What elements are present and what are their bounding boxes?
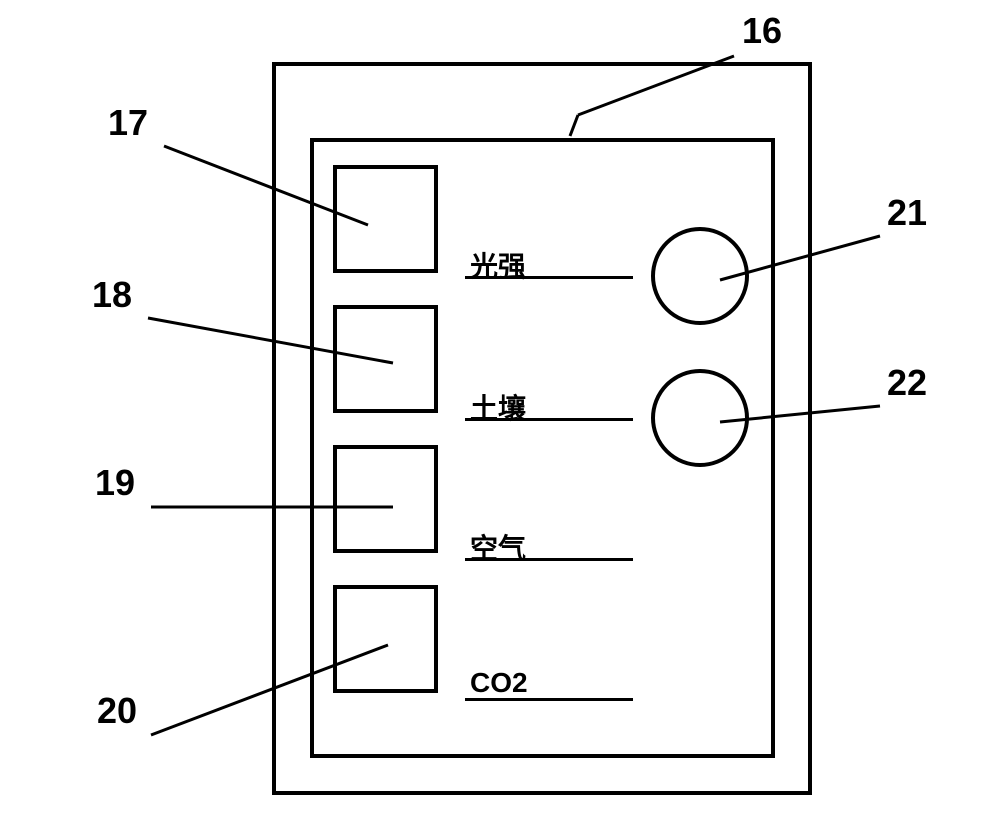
circle-21	[651, 227, 749, 325]
callout-17: 17	[108, 102, 148, 144]
label-co2: CO2	[470, 667, 528, 699]
label-air: 空气	[470, 527, 526, 567]
circle-22	[651, 369, 749, 467]
square-box-18	[333, 305, 438, 413]
callout-18: 18	[92, 274, 132, 316]
square-box-17	[333, 165, 438, 273]
diagram-container: 光强 土壤 空气 CO2 16 17 18 19 20 21 22	[0, 0, 1000, 829]
callout-20: 20	[97, 690, 137, 732]
callout-19: 19	[95, 462, 135, 504]
label-light-intensity: 光强	[470, 245, 526, 285]
label-soil: 土壤	[470, 387, 526, 427]
callout-16: 16	[742, 10, 782, 52]
underline-2	[465, 418, 633, 421]
callout-21: 21	[887, 192, 927, 234]
underline-1	[465, 276, 633, 279]
underline-4	[465, 698, 633, 701]
square-box-19	[333, 445, 438, 553]
square-box-20	[333, 585, 438, 693]
callout-22: 22	[887, 362, 927, 404]
underline-3	[465, 558, 633, 561]
